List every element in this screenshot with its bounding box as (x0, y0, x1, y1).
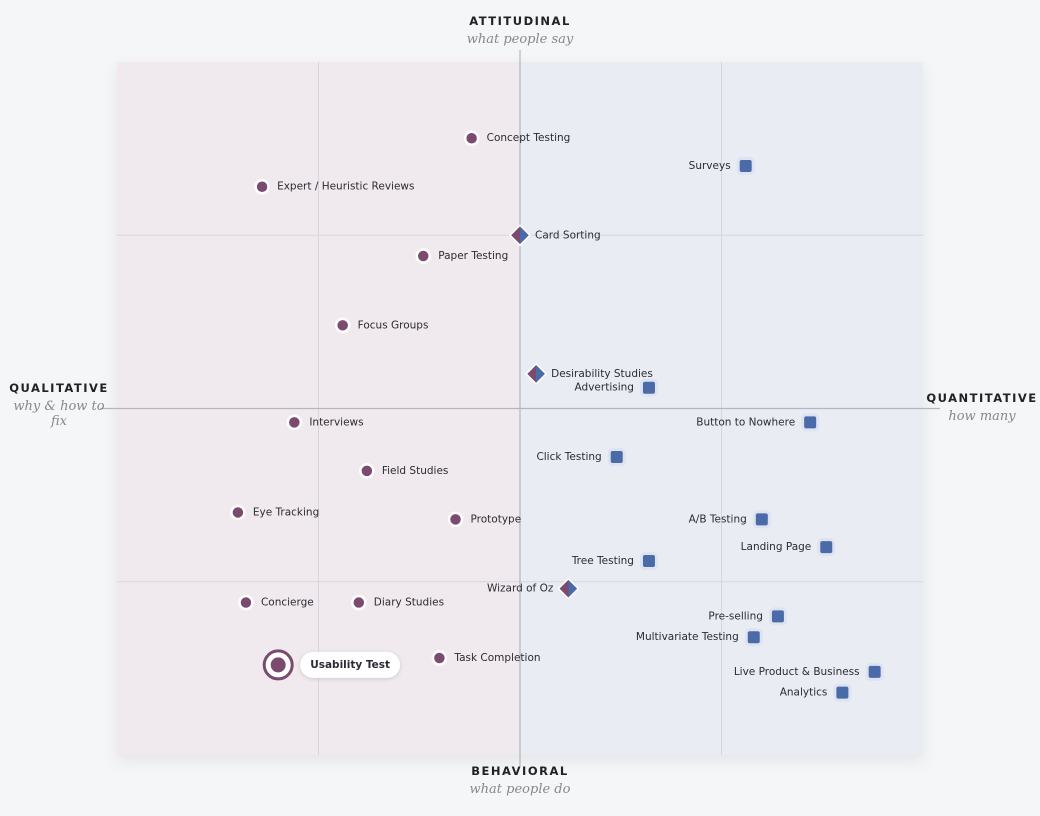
axis-title: QUALITATIVE (9, 381, 109, 395)
point-label: A/B Testing (689, 513, 747, 525)
point-label: Field Studies (382, 465, 449, 477)
axis-title: ATTITUDINAL (469, 14, 571, 28)
marker (415, 248, 432, 264)
marker (607, 448, 626, 467)
marker (768, 607, 787, 626)
point-label: Usability Test (310, 659, 390, 671)
marker (639, 551, 658, 570)
marker (447, 511, 464, 528)
marker (744, 628, 763, 647)
marker (359, 463, 375, 479)
marker (351, 594, 367, 611)
point-label: Expert / Heuristic Reviews (277, 181, 414, 193)
axis-title: QUANTITATIVE (926, 391, 1038, 405)
axis-top: ATTITUDINAL what people say (420, 14, 620, 47)
point-label: Focus Groups (358, 319, 429, 331)
marker (525, 362, 548, 385)
axis-title: BEHAVIORAL (471, 764, 569, 778)
point-label: Task Completion (453, 652, 540, 664)
marker (736, 156, 755, 175)
point-label: Concierge (261, 597, 314, 609)
point-label: Prototype (471, 513, 522, 525)
axis-subtitle: how many (948, 409, 1016, 424)
marker (639, 378, 658, 397)
point-label: Eye Tracking (253, 506, 319, 518)
marker (463, 130, 480, 146)
marker (230, 504, 246, 521)
axis-left: QUALITATIVE why & how to fix (4, 381, 114, 429)
marker (431, 650, 448, 666)
marker (238, 594, 254, 611)
point-label: Tree Testing (571, 555, 634, 567)
point-label: Diary Studies (374, 597, 444, 609)
axis-right: QUANTITATIVE how many (926, 391, 1038, 424)
marker (557, 577, 580, 600)
marker (286, 414, 303, 431)
point-label: Card Sorting (535, 229, 601, 241)
marker (833, 683, 852, 702)
point-label: Pre-selling (708, 610, 762, 622)
point-label: Click Testing (536, 451, 601, 463)
marker (509, 224, 531, 247)
point-label: Analytics (780, 687, 828, 699)
marker (254, 178, 270, 195)
point-label: Button to Nowhere (696, 416, 795, 428)
axis-subtitle: why & how to fix (13, 399, 105, 429)
point-label: Interviews (309, 416, 363, 428)
marker (817, 538, 836, 557)
point-label: Concept Testing (487, 132, 571, 144)
point-label: Live Product & Business (734, 666, 860, 678)
point-label: Advertising (575, 382, 634, 394)
axis-subtitle: what people say (466, 32, 574, 47)
marker (801, 413, 820, 432)
point-label: Desirability Studies (551, 368, 653, 380)
point-label: Paper Testing (438, 250, 508, 262)
marker (334, 317, 351, 334)
marker (270, 657, 286, 673)
point-label: Landing Page (741, 541, 812, 553)
axis-bottom: BEHAVIORAL what people do (420, 764, 620, 797)
point-label: Multivariate Testing (636, 631, 739, 643)
point-label: Surveys (689, 160, 731, 172)
marker (865, 662, 884, 681)
marker (752, 510, 771, 529)
axis-subtitle: what people do (469, 782, 571, 797)
label-pill (300, 651, 401, 678)
point-label: Wizard of Oz (487, 583, 554, 595)
